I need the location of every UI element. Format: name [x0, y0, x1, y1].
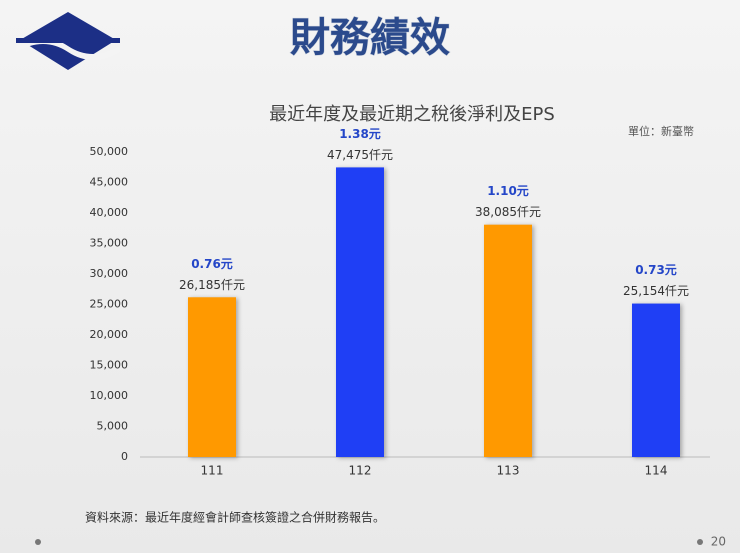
y-tick-label: 15,000 [90, 359, 129, 372]
value-label: 26,185仟元 [179, 278, 245, 292]
value-label: 25,154仟元 [623, 284, 689, 298]
source-note: 資料來源：最近年度經會計師查核簽證之合併財務報告。 [85, 510, 385, 525]
unit-note: 單位：新臺幣 [628, 124, 694, 138]
eps-label: 1.10元 [487, 184, 529, 198]
y-tick-label: 35,000 [90, 237, 129, 250]
decor-dot [697, 539, 703, 545]
y-tick-label: 10,000 [90, 389, 129, 402]
eps-label: 0.73元 [635, 263, 677, 277]
value-label: 47,475仟元 [327, 148, 393, 162]
bar [188, 297, 236, 457]
slide-title: 財務績效 [290, 15, 450, 61]
y-tick-label: 0 [121, 450, 128, 463]
x-tick-label: 111 [201, 464, 224, 478]
y-tick-label: 5,000 [97, 420, 129, 433]
y-tick-label: 50,000 [90, 145, 129, 158]
value-label: 38,085仟元 [475, 205, 541, 219]
x-tick-label: 114 [645, 464, 668, 478]
y-tick-label: 25,000 [90, 298, 129, 311]
bar [336, 167, 384, 457]
logo [16, 12, 120, 70]
chart-title: 最近年度及最近期之稅後淨利及EPS [269, 104, 555, 125]
y-tick-label: 45,000 [90, 176, 129, 189]
bar [632, 303, 680, 457]
x-tick-label: 112 [349, 464, 372, 478]
x-tick-label: 113 [497, 464, 520, 478]
y-tick-label: 40,000 [90, 206, 129, 219]
decor-dot [35, 539, 41, 545]
page-number: 20 [711, 535, 726, 549]
y-tick-label: 20,000 [90, 328, 129, 341]
bar [484, 224, 532, 457]
y-tick-label: 30,000 [90, 267, 129, 280]
eps-label: 0.76元 [191, 257, 233, 271]
eps-label: 1.38元 [339, 127, 381, 141]
